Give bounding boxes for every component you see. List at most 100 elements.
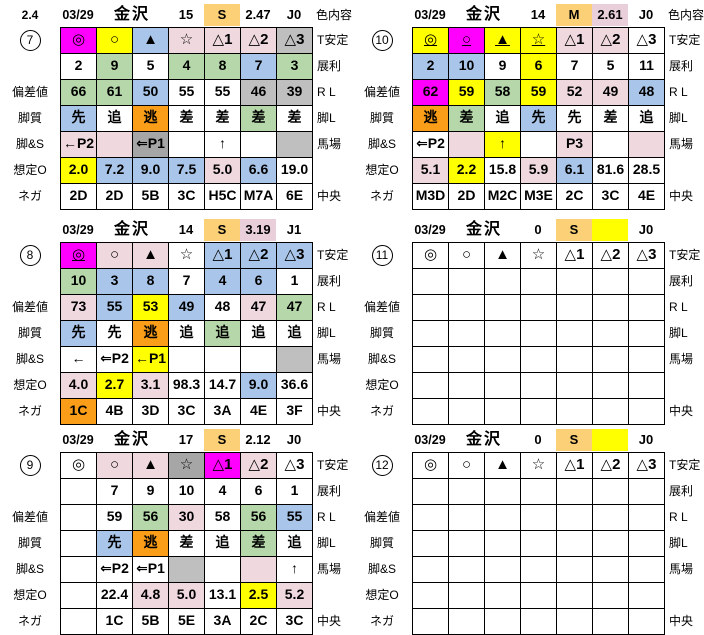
data-cell[interactable]: 6.6 (241, 158, 277, 184)
mark-cell[interactable]: ◎ (61, 453, 97, 479)
data-cell[interactable] (485, 505, 521, 531)
data-cell[interactable]: ↑ (277, 557, 313, 583)
data-cell[interactable]: 差 (241, 531, 277, 557)
data-cell[interactable] (521, 531, 557, 557)
data-cell[interactable]: 7.5 (169, 158, 205, 184)
data-cell[interactable] (449, 583, 485, 609)
data-cell[interactable]: 5.1 (413, 158, 449, 184)
data-cell[interactable]: 先 (61, 106, 97, 132)
data-cell[interactable] (485, 295, 521, 321)
header-odds-cell[interactable]: 3.19 (240, 219, 276, 241)
data-cell[interactable]: 追 (205, 531, 241, 557)
data-cell[interactable] (557, 505, 593, 531)
data-cell[interactable] (449, 505, 485, 531)
data-cell[interactable]: 73 (61, 295, 97, 321)
data-cell[interactable]: 6.1 (557, 158, 593, 184)
data-cell[interactable]: 55 (277, 505, 313, 531)
data-cell[interactable] (521, 505, 557, 531)
data-cell[interactable] (557, 295, 593, 321)
data-cell[interactable]: ⇐P1 (133, 132, 169, 158)
data-cell[interactable] (61, 583, 97, 609)
data-cell[interactable] (593, 583, 629, 609)
data-cell[interactable] (97, 132, 133, 158)
data-cell[interactable]: 10 (61, 269, 97, 295)
data-cell[interactable] (521, 132, 557, 158)
data-cell[interactable] (449, 132, 485, 158)
data-cell[interactable] (413, 479, 449, 505)
mark-cell[interactable]: △2 (241, 243, 277, 269)
data-cell[interactable]: 81.6 (593, 158, 629, 184)
data-cell[interactable]: 61 (97, 80, 133, 106)
data-cell[interactable] (521, 269, 557, 295)
data-cell[interactable]: ↑ (205, 132, 241, 158)
data-cell[interactable]: 3C (593, 184, 629, 210)
data-cell[interactable] (241, 132, 277, 158)
data-cell[interactable]: M3E (521, 184, 557, 210)
data-cell[interactable]: 48 (629, 80, 665, 106)
header-date[interactable]: 03/29 (414, 223, 446, 237)
data-cell[interactable] (629, 609, 665, 635)
data-cell[interactable] (485, 609, 521, 635)
data-cell[interactable]: 11 (629, 54, 665, 80)
data-cell[interactable] (593, 132, 629, 158)
data-cell[interactable] (557, 531, 593, 557)
header-jcode[interactable]: J0 (286, 432, 302, 447)
data-cell[interactable]: ↑ (485, 132, 521, 158)
data-cell[interactable]: 逃 (413, 106, 449, 132)
data-cell[interactable]: ← (61, 347, 97, 373)
header-pace-cell[interactable]: S (204, 429, 240, 451)
header-count[interactable]: 0 (534, 222, 542, 237)
data-cell[interactable] (413, 583, 449, 609)
data-cell[interactable]: 4E (629, 184, 665, 210)
data-cell[interactable]: 追 (205, 321, 241, 347)
data-cell[interactable]: 2 (413, 54, 449, 80)
data-cell[interactable] (485, 531, 521, 557)
data-cell[interactable]: 6 (521, 54, 557, 80)
data-cell[interactable]: P3 (557, 132, 593, 158)
data-cell[interactable]: 39 (277, 80, 313, 106)
data-cell[interactable]: 4 (169, 54, 205, 80)
mark-cell[interactable]: ▲ (133, 28, 169, 54)
mark-cell[interactable]: ☆ (169, 28, 205, 54)
mark-cell[interactable]: ◎ (413, 453, 449, 479)
data-cell[interactable]: 7 (97, 479, 133, 505)
data-cell[interactable]: 1C (97, 609, 133, 635)
data-cell[interactable]: 追 (169, 321, 205, 347)
data-cell[interactable]: 4 (205, 479, 241, 505)
mark-cell[interactable]: ▲ (485, 453, 521, 479)
data-cell[interactable]: 55 (205, 80, 241, 106)
data-cell[interactable]: 3C (169, 399, 205, 425)
data-cell[interactable]: 2C (557, 184, 593, 210)
mark-cell[interactable]: △3 (277, 243, 313, 269)
data-cell[interactable] (61, 609, 97, 635)
mark-cell[interactable]: ○ (449, 28, 485, 54)
data-cell[interactable]: 5B (133, 609, 169, 635)
data-cell[interactable]: 追 (277, 321, 313, 347)
data-cell[interactable] (629, 399, 665, 425)
data-cell[interactable]: 逃 (133, 106, 169, 132)
data-cell[interactable]: 5B (133, 184, 169, 210)
data-cell[interactable]: 3D (133, 399, 169, 425)
mark-cell[interactable]: ○ (97, 243, 133, 269)
header-count[interactable]: 17 (178, 432, 194, 447)
data-cell[interactable] (485, 479, 521, 505)
data-cell[interactable]: 19.0 (277, 158, 313, 184)
mark-cell[interactable]: △1 (557, 28, 593, 54)
data-cell[interactable] (629, 373, 665, 399)
data-cell[interactable] (449, 373, 485, 399)
data-cell[interactable]: ←P2 (61, 132, 97, 158)
data-cell[interactable]: 98.3 (169, 373, 205, 399)
data-cell[interactable]: 7 (241, 54, 277, 80)
header-date[interactable]: 03/29 (414, 8, 446, 22)
mark-cell[interactable]: △2 (593, 453, 629, 479)
data-cell[interactable] (557, 479, 593, 505)
data-cell[interactable]: 3A (205, 399, 241, 425)
data-cell[interactable] (521, 373, 557, 399)
data-cell[interactable]: 58 (205, 505, 241, 531)
data-cell[interactable] (241, 557, 277, 583)
data-cell[interactable]: 差 (449, 106, 485, 132)
data-cell[interactable]: 2 (61, 54, 97, 80)
data-cell[interactable]: 差 (593, 106, 629, 132)
data-cell[interactable]: 差 (205, 106, 241, 132)
data-cell[interactable]: 2D (61, 184, 97, 210)
